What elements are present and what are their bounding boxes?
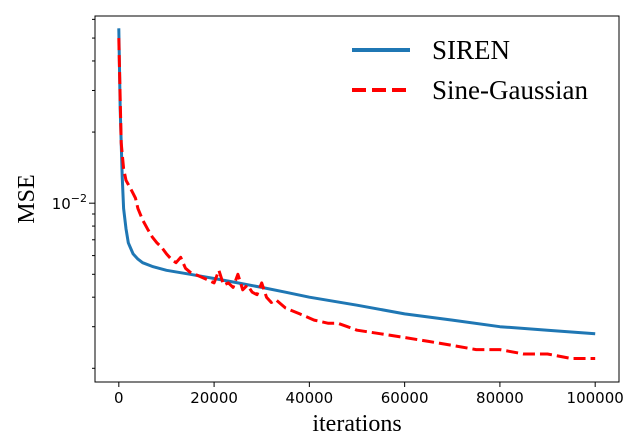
plot-frame [94, 15, 620, 383]
y-axis-title: MSE [14, 174, 40, 223]
series-line-sine-gaussian [117, 38, 596, 360]
x-tick-label: 20000 [190, 389, 238, 407]
x-tick-label: 40000 [286, 389, 334, 407]
plot-area [95, 16, 619, 382]
x-tick-label: 80000 [476, 389, 524, 407]
x-tick-label: 60000 [381, 389, 429, 407]
x-tick-label: 100000 [567, 389, 624, 407]
x-axis-ticks: 0 20000 40000 60000 80000 100000 [114, 382, 624, 407]
x-tick-label: 0 [114, 389, 124, 407]
y-axis-ticks: 10−2 [52, 18, 95, 369]
y-major-tick-label: 10−2 [52, 192, 87, 213]
series-line-siren [117, 28, 596, 336]
x-axis-title: iterations [312, 411, 401, 437]
legend-label-sine-gaussian: Sine-Gaussian [432, 75, 588, 105]
legend: SIREN Sine-Gaussian [352, 35, 588, 105]
legend-label-siren: SIREN [432, 35, 510, 65]
series-layer [117, 28, 596, 360]
